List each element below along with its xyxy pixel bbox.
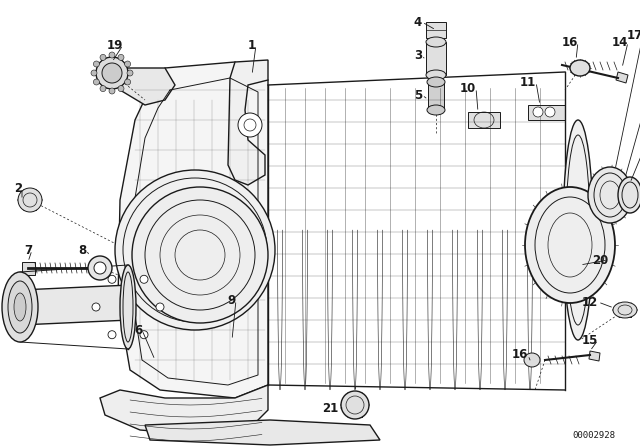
Ellipse shape: [96, 57, 128, 89]
Ellipse shape: [102, 63, 122, 83]
Polygon shape: [468, 112, 500, 128]
Text: 20: 20: [592, 254, 608, 267]
Ellipse shape: [125, 61, 131, 67]
Text: 21: 21: [322, 401, 338, 414]
Text: 5: 5: [414, 89, 422, 102]
Ellipse shape: [100, 86, 106, 91]
Polygon shape: [426, 22, 446, 38]
Polygon shape: [22, 262, 35, 275]
Ellipse shape: [94, 262, 106, 274]
Polygon shape: [118, 62, 268, 398]
Ellipse shape: [118, 86, 124, 91]
Ellipse shape: [427, 105, 445, 115]
Ellipse shape: [140, 275, 148, 283]
Text: 7: 7: [24, 244, 32, 257]
Polygon shape: [428, 82, 444, 110]
Polygon shape: [115, 68, 175, 105]
Ellipse shape: [545, 107, 555, 117]
Ellipse shape: [588, 167, 632, 223]
Ellipse shape: [91, 70, 97, 76]
Ellipse shape: [238, 113, 262, 137]
Text: 11: 11: [520, 76, 536, 89]
Ellipse shape: [93, 61, 99, 67]
Text: 2: 2: [14, 181, 22, 194]
Text: 1: 1: [248, 39, 256, 52]
Ellipse shape: [18, 188, 42, 212]
Text: 3: 3: [414, 48, 422, 61]
Ellipse shape: [118, 54, 124, 60]
Ellipse shape: [115, 170, 275, 330]
Text: 9: 9: [228, 293, 236, 306]
Ellipse shape: [108, 275, 116, 283]
Ellipse shape: [8, 281, 32, 333]
Polygon shape: [528, 105, 565, 120]
Text: 15: 15: [582, 333, 598, 346]
Ellipse shape: [127, 70, 133, 76]
Text: 16: 16: [562, 35, 578, 48]
Ellipse shape: [426, 70, 446, 80]
Ellipse shape: [533, 107, 543, 117]
Polygon shape: [426, 42, 446, 75]
Polygon shape: [145, 420, 380, 445]
Ellipse shape: [108, 331, 116, 339]
Ellipse shape: [341, 391, 369, 419]
Ellipse shape: [613, 302, 637, 318]
Text: 4: 4: [414, 16, 422, 29]
Text: 12: 12: [582, 296, 598, 309]
Text: 19: 19: [107, 39, 123, 52]
Polygon shape: [616, 72, 628, 83]
Ellipse shape: [120, 265, 136, 349]
Ellipse shape: [132, 187, 268, 323]
Ellipse shape: [570, 60, 590, 76]
Ellipse shape: [109, 52, 115, 58]
Ellipse shape: [140, 331, 148, 339]
Polygon shape: [100, 385, 268, 435]
Text: 17: 17: [627, 29, 640, 42]
Ellipse shape: [14, 293, 26, 321]
Ellipse shape: [100, 54, 106, 60]
Ellipse shape: [109, 88, 115, 94]
Ellipse shape: [524, 353, 540, 367]
Ellipse shape: [563, 120, 593, 340]
Ellipse shape: [2, 272, 38, 342]
Text: 00002928: 00002928: [572, 431, 615, 440]
Ellipse shape: [93, 79, 99, 85]
Ellipse shape: [426, 37, 446, 47]
Text: 6: 6: [134, 323, 142, 336]
Text: 10: 10: [460, 82, 476, 95]
Polygon shape: [228, 60, 268, 185]
Ellipse shape: [618, 177, 640, 213]
Ellipse shape: [427, 77, 445, 87]
Text: 8: 8: [78, 244, 86, 257]
Polygon shape: [20, 285, 130, 325]
Ellipse shape: [92, 303, 100, 311]
Ellipse shape: [525, 187, 615, 303]
Ellipse shape: [156, 303, 164, 311]
Text: 16: 16: [512, 349, 528, 362]
Polygon shape: [589, 351, 600, 361]
Ellipse shape: [125, 79, 131, 85]
Ellipse shape: [88, 256, 112, 280]
Text: 14: 14: [612, 35, 628, 48]
